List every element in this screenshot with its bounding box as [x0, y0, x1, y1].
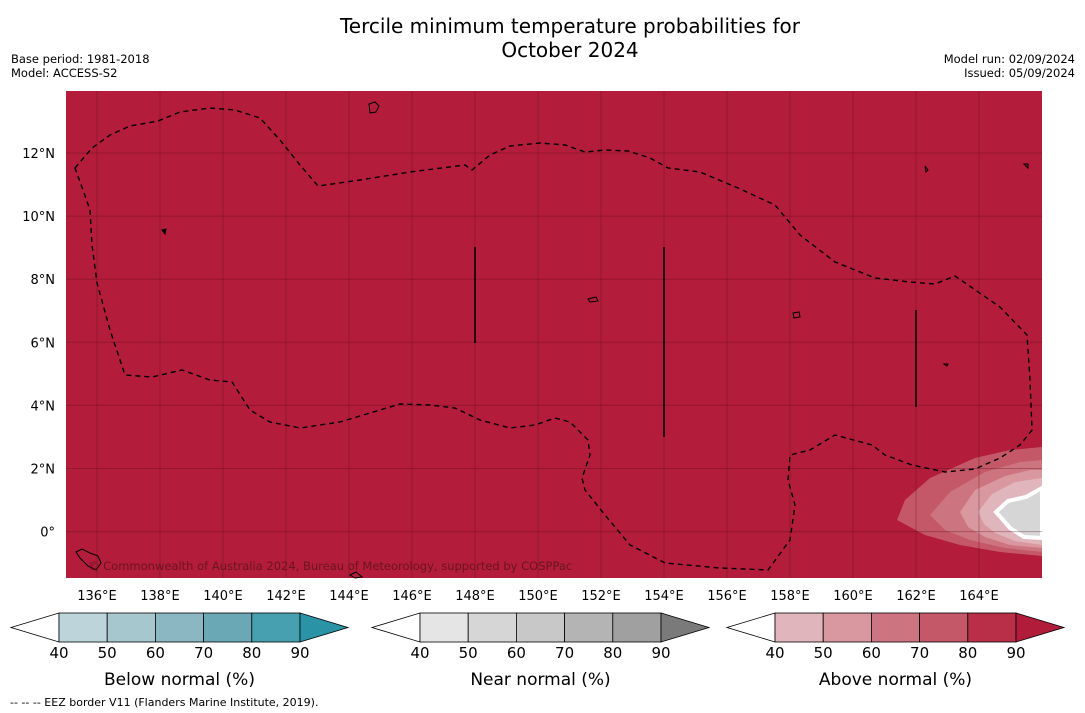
boundary-segments: [474, 247, 917, 437]
probability-contours: [897, 447, 1042, 556]
island-small-1: [161, 228, 167, 236]
colorbar-bin: [822, 612, 872, 643]
colorbar-bin: [467, 612, 517, 643]
copyright-text: © Commonwealth of Australia 2024, Bureau…: [88, 559, 572, 573]
metadata-left: Base period: 1981-2018 Model: ACCESS-S2: [11, 52, 150, 80]
colorbar-tick-label: 40: [410, 644, 429, 662]
colorbar-bin: [612, 612, 662, 643]
colorbar-1: 40 50 60 70 80 90 Below normal (%): [9, 612, 350, 690]
near-normal-region: [993, 485, 1042, 541]
lon-tick-label: 152°E: [581, 589, 621, 604]
island-pohnpei: [792, 311, 801, 319]
lat-tick-label: 12°N: [22, 147, 55, 162]
colorbar-bin: [251, 612, 301, 643]
lon-tick-label: 148°E: [455, 589, 495, 604]
islands: [75, 101, 1029, 579]
lon-tick-label: 158°E: [770, 589, 810, 604]
colorbar-bin: [871, 612, 921, 643]
island-north: [368, 101, 380, 114]
model-run: Model run: 02/09/2024: [943, 52, 1075, 66]
island-chuuk: [587, 296, 599, 303]
lon-tick-label: 150°E: [518, 589, 558, 604]
lon-tick-label: 162°E: [896, 589, 936, 604]
title-line-1: Tercile minimum temperature probabilitie…: [339, 14, 801, 38]
eez-border: [74, 107, 1033, 571]
colorbar-extend-high: [1015, 612, 1066, 643]
lon-tick-label: 146°E: [392, 589, 432, 604]
lat-tick-label: 4°N: [31, 399, 56, 414]
colorbar-bin: [419, 612, 469, 643]
lat-tick-label: 10°N: [22, 210, 55, 225]
colorbar-tick-label: 70: [910, 644, 929, 662]
colorbar-bin: [203, 612, 253, 643]
island-small-3: [1022, 163, 1029, 170]
colorbar-bin: [919, 612, 969, 643]
colorbar-tick-label: 90: [651, 644, 670, 662]
colorbar-extend-high: [660, 612, 711, 643]
lon-tick-label: 160°E: [833, 589, 873, 604]
colorbar-3: 40 50 60 70 80 90 Above normal (%): [725, 612, 1066, 690]
lon-tick-label: 140°E: [203, 589, 243, 604]
base-period: Base period: 1981-2018: [11, 52, 150, 66]
colorbars: 40 50 60 70 80 90 Below normal (%) 40 50 60 70 80 90…: [9, 612, 1066, 690]
colorbar-bin: [967, 612, 1017, 643]
colorbar-tick-label: 50: [98, 644, 117, 662]
lat-tick-label: 8°N: [31, 273, 56, 288]
colorbar-2: 40 50 60 70 80 90 Near normal (%): [370, 612, 711, 690]
island-small-4: [924, 165, 929, 174]
island-palau: [75, 548, 102, 571]
colorbar-bin: [58, 612, 108, 643]
colorbar-bin: [106, 612, 156, 643]
lon-tick-label: 156°E: [707, 589, 747, 604]
colorbar-label: Below normal (%): [104, 670, 255, 690]
colorbar-tick-label: 40: [49, 644, 68, 662]
lon-tick-label: 136°E: [77, 589, 117, 604]
lon-tick-label: 142°E: [266, 589, 306, 604]
footnote: -- -- -- EEZ border V11 (Flanders Marine…: [10, 696, 319, 709]
metadata-right: Model run: 02/09/2024 Issued: 05/09/2024: [944, 52, 1075, 80]
colorbar-tick-label: 80: [958, 644, 977, 662]
colorbar-tick-label: 60: [146, 644, 165, 662]
colorbar-tick-label: 70: [555, 644, 574, 662]
lat-tick-label: 0°: [40, 526, 55, 541]
lon-tick-label: 138°E: [140, 589, 180, 604]
colorbar-tick-label: 60: [507, 644, 526, 662]
colorbar-extend-high: [299, 612, 350, 643]
colorbar-bin: [564, 612, 614, 643]
colorbar-tick-label: 40: [765, 644, 784, 662]
colorbar-label: Near normal (%): [470, 670, 610, 690]
colorbar-bin: [516, 612, 566, 643]
map-area: [66, 91, 1042, 578]
colorbar-tick-label: 80: [603, 644, 622, 662]
title-line-2: October 2024: [501, 38, 639, 62]
model-name: Model: ACCESS-S2: [11, 66, 118, 80]
longitude-labels: 136°E 138°E 140°E 142°E 144°E 146°E 148°E 150°E…: [77, 589, 999, 604]
colorbar-tick-label: 90: [1006, 644, 1025, 662]
lat-tick-label: 2°N: [31, 463, 56, 478]
colorbar-bin: [154, 612, 204, 643]
island-small-2: [942, 363, 949, 367]
lon-tick-label: 164°E: [959, 589, 999, 604]
colorbar-tick-label: 60: [862, 644, 881, 662]
colorbar-tick-label: 50: [814, 644, 833, 662]
issued-date: Issued: 05/09/2024: [964, 66, 1075, 80]
chart-title: Tercile minimum temperature probabilitie…: [0, 14, 1085, 62]
island-png: [348, 571, 364, 579]
colorbar-extend-low: [370, 612, 421, 643]
colorbar-tick-label: 50: [459, 644, 478, 662]
colorbar-tick-label: 80: [242, 644, 261, 662]
colorbar-label: Above normal (%): [819, 670, 972, 690]
lon-tick-label: 144°E: [329, 589, 369, 604]
latitude-labels: 12°N 10°N 8°N 6°N 4°N 2°N 0°: [22, 147, 55, 541]
lon-tick-label: 154°E: [644, 589, 684, 604]
colorbar-tick-label: 90: [290, 644, 309, 662]
colorbar-extend-low: [725, 612, 776, 643]
colorbar-bin: [774, 612, 824, 643]
colorbar-extend-low: [9, 612, 60, 643]
colorbar-tick-label: 70: [194, 644, 213, 662]
lat-tick-label: 6°N: [31, 336, 56, 351]
